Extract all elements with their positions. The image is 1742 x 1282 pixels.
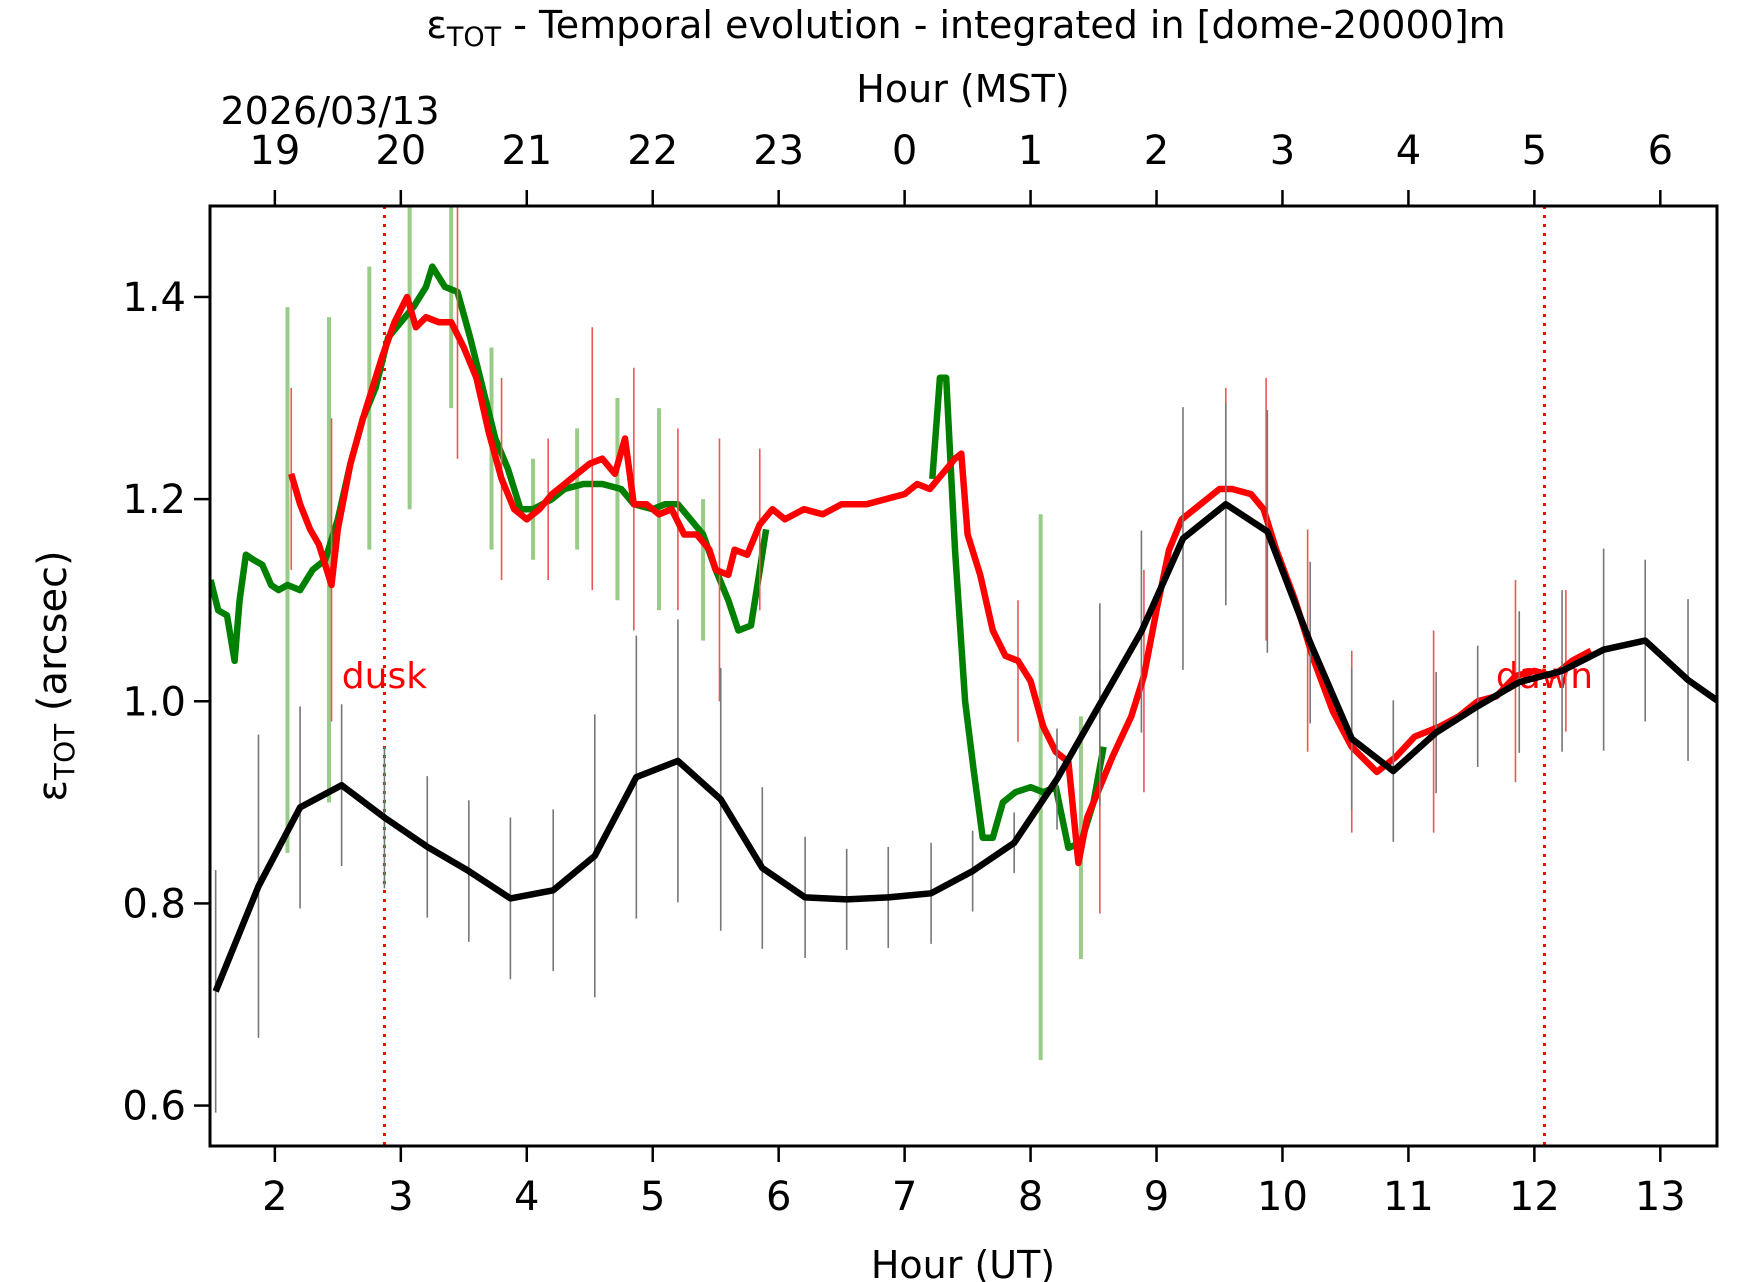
x2-tick-label: 19 [249,128,300,174]
x-tick-label: 10 [1257,1174,1308,1220]
plot-frame [208,204,1719,1148]
title-symbol: ε [426,3,447,47]
x-tick-label: 7 [892,1174,917,1220]
x-tick-label: 4 [514,1174,539,1220]
x2-axis-label: Hour (MST) [856,67,1069,111]
x2-tick-label: 2 [1144,128,1169,174]
x-tick-label: 8 [1018,1174,1043,1220]
x-tick-label: 9 [1144,1174,1169,1220]
title-subscript: TOT [446,22,502,53]
y-tick-label: 1.2 [122,477,186,523]
x2-tick-label: 0 [892,128,917,174]
x-axis-label: Hour (UT) [871,1243,1055,1282]
x-tick-label: 3 [388,1174,413,1220]
chart-title: εTOT - Temporal evolution - integrated i… [426,3,1505,53]
plot-area: dusk dawn [210,206,1717,1146]
x-tick-label: 11 [1383,1174,1434,1220]
x-tick-label: 2 [262,1174,287,1220]
y-axis-label: εTOT (arcsec) [30,550,81,801]
ylabel-subscript: TOT [48,723,81,781]
x2-tick-label: 23 [753,128,804,174]
x2-tick-label: 6 [1648,128,1673,174]
y-tick-label: 0.6 [122,1084,186,1130]
x-tick-label: 5 [640,1174,665,1220]
x2-tick-label: 4 [1396,128,1421,174]
ylabel-text: (arcsec) [30,550,76,723]
series-line [210,263,1107,852]
y-tick-label: 1.4 [122,275,186,321]
x2-tick-label: 22 [627,128,678,174]
title-text: - Temporal evolution - integrated in [do… [501,3,1506,47]
x-tick-label: 12 [1509,1174,1560,1220]
series-line [212,500,1717,993]
x2-tick-label: 21 [501,128,552,174]
x2-tick-label: 1 [1018,128,1043,174]
date-label: 2026/03/13 [220,89,439,133]
x2-tick-label: 20 [375,128,426,174]
x-tick-label: 6 [766,1174,791,1220]
x2-tick-label: 5 [1522,128,1547,174]
x-tick-label: 13 [1635,1174,1686,1220]
ylabel-symbol: ε [30,780,76,802]
y-tick-label: 1.0 [122,679,186,725]
x2-tick-label: 3 [1270,128,1295,174]
annotation-label: dusk [342,656,427,697]
y-tick-label: 0.8 [122,881,186,927]
